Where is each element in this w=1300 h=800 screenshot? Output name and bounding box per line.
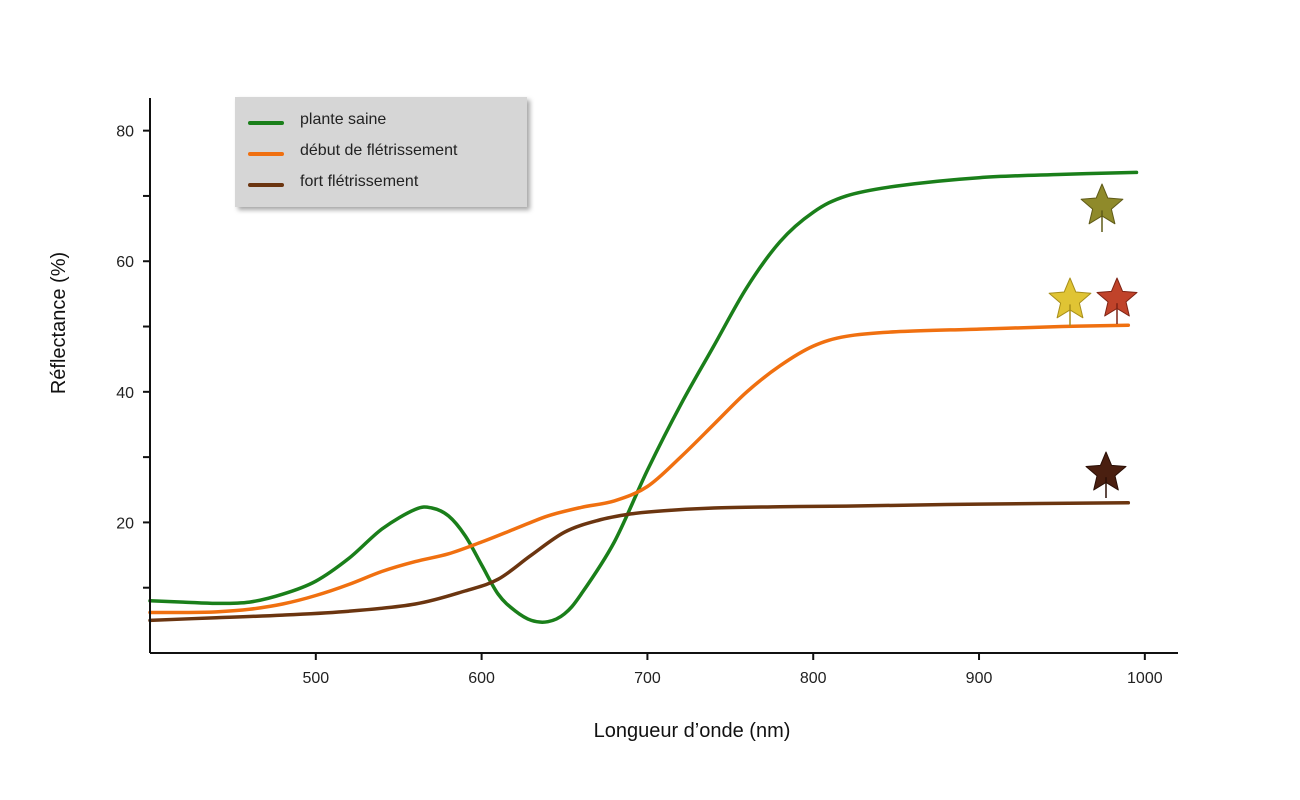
x-tick-label: 500 [302,670,329,687]
yellow-leaf-icon [1048,277,1092,326]
y-tick-label: 80 [116,124,134,141]
ticks-layer: 500 600 700 800 900 1000 20 40 60 80 [116,124,1163,687]
x-tick-label: 600 [468,670,495,687]
y-tick-label: 60 [116,254,134,271]
red-leaf-icon [1096,277,1138,324]
x-tick-label: 900 [966,670,993,687]
y-tick-label: 20 [116,515,134,532]
x-tick-label: 800 [800,670,827,687]
x-axis-title: Longueur d’onde (nm) [594,720,791,742]
y-axis-title: Réflectance (%) [48,252,70,394]
series-line-3 [148,501,1131,623]
x-tick-label: 1000 [1127,670,1163,687]
legend: plante saine début de flétrissement fort f… [235,97,527,207]
legend-label-3: fort flétrissement [300,173,419,190]
x-tick-label: 700 [634,670,661,687]
y-tick-label: 40 [116,385,134,402]
dark-brown-leaf-icon [1085,451,1127,498]
series-line-1 [148,170,1139,624]
legend-label-2: début de flétrissement [300,142,458,159]
legend-box [235,97,527,207]
series-layer [148,170,1139,624]
olive-leaf-icon [1080,183,1124,232]
series-line-2 [148,323,1131,615]
legend-label-1: plante saine [300,111,386,128]
legend-items: plante saine début de flétrissement fort f… [248,111,458,190]
leaf-icons [1048,183,1138,498]
